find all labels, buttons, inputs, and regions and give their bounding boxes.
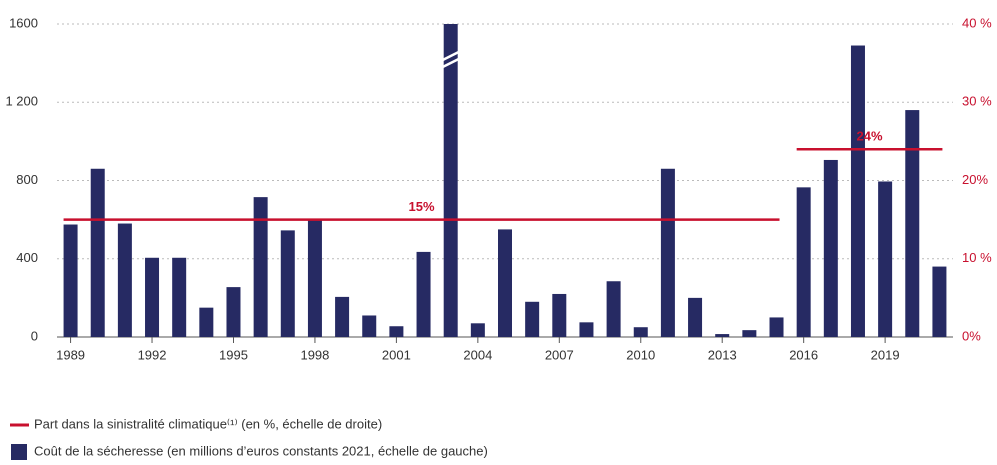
legend-swatch [11,444,27,460]
y-tick-label: 1 200 [5,94,38,109]
bar [932,266,947,337]
bar [850,45,865,338]
share-label: 24% [857,129,883,144]
bar [715,334,730,337]
y-tick-label: 0 [31,328,38,343]
legend-label: Coût de la sécheresse (en millions d’eur… [34,443,488,458]
bar [90,168,105,337]
bar [335,296,350,337]
x-tick-label: 1998 [300,347,329,362]
bar [823,159,838,337]
x-tick-label: 2004 [463,347,492,362]
bar [769,317,784,337]
bar [389,326,404,337]
bar [470,323,485,337]
bar [660,168,675,337]
bar [117,223,132,337]
bar [579,322,594,337]
x-tick-label: 2013 [708,347,737,362]
bar [172,257,187,337]
y2-tick-label: 40 % [962,15,992,30]
axis-break [442,50,460,62]
x-tick-label: 2019 [871,347,900,362]
bar [498,229,512,337]
bar [145,257,160,337]
share-label: 15% [409,199,435,214]
bar [253,197,268,337]
bar [280,230,295,337]
x-tick-label: 1995 [219,347,248,362]
y2-tick-label: 10 % [962,250,992,265]
y2-tick-label: 30 % [962,94,992,109]
x-tick-label: 1992 [138,347,167,362]
y2-tick-label: 0% [962,328,981,343]
x-tick-label: 2001 [382,347,411,362]
bar [688,297,703,337]
bar [905,110,920,337]
bar [742,330,757,337]
bar [307,219,322,337]
bar [199,307,214,337]
x-tick-label: 2010 [626,347,655,362]
y-tick-label: 400 [16,250,38,265]
bar [878,181,893,337]
axis-break [442,57,460,69]
bar [443,24,458,337]
x-tick-label: 2007 [545,347,574,362]
bar [606,281,621,337]
bar [525,301,540,337]
bar [552,293,567,337]
y-tick-label: 800 [16,172,38,187]
bar [796,187,811,337]
bar [633,327,648,337]
bar [226,287,241,337]
bar [416,251,431,337]
y-tick-label: 1600 [9,15,38,30]
x-tick-label: 2016 [789,347,818,362]
bar [63,224,78,337]
legend-label: Part dans la sinistralité climatique⁽¹⁾ … [34,416,382,431]
bar [362,315,377,337]
y2-tick-label: 20% [962,172,988,187]
x-tick-label: 1989 [56,347,85,362]
